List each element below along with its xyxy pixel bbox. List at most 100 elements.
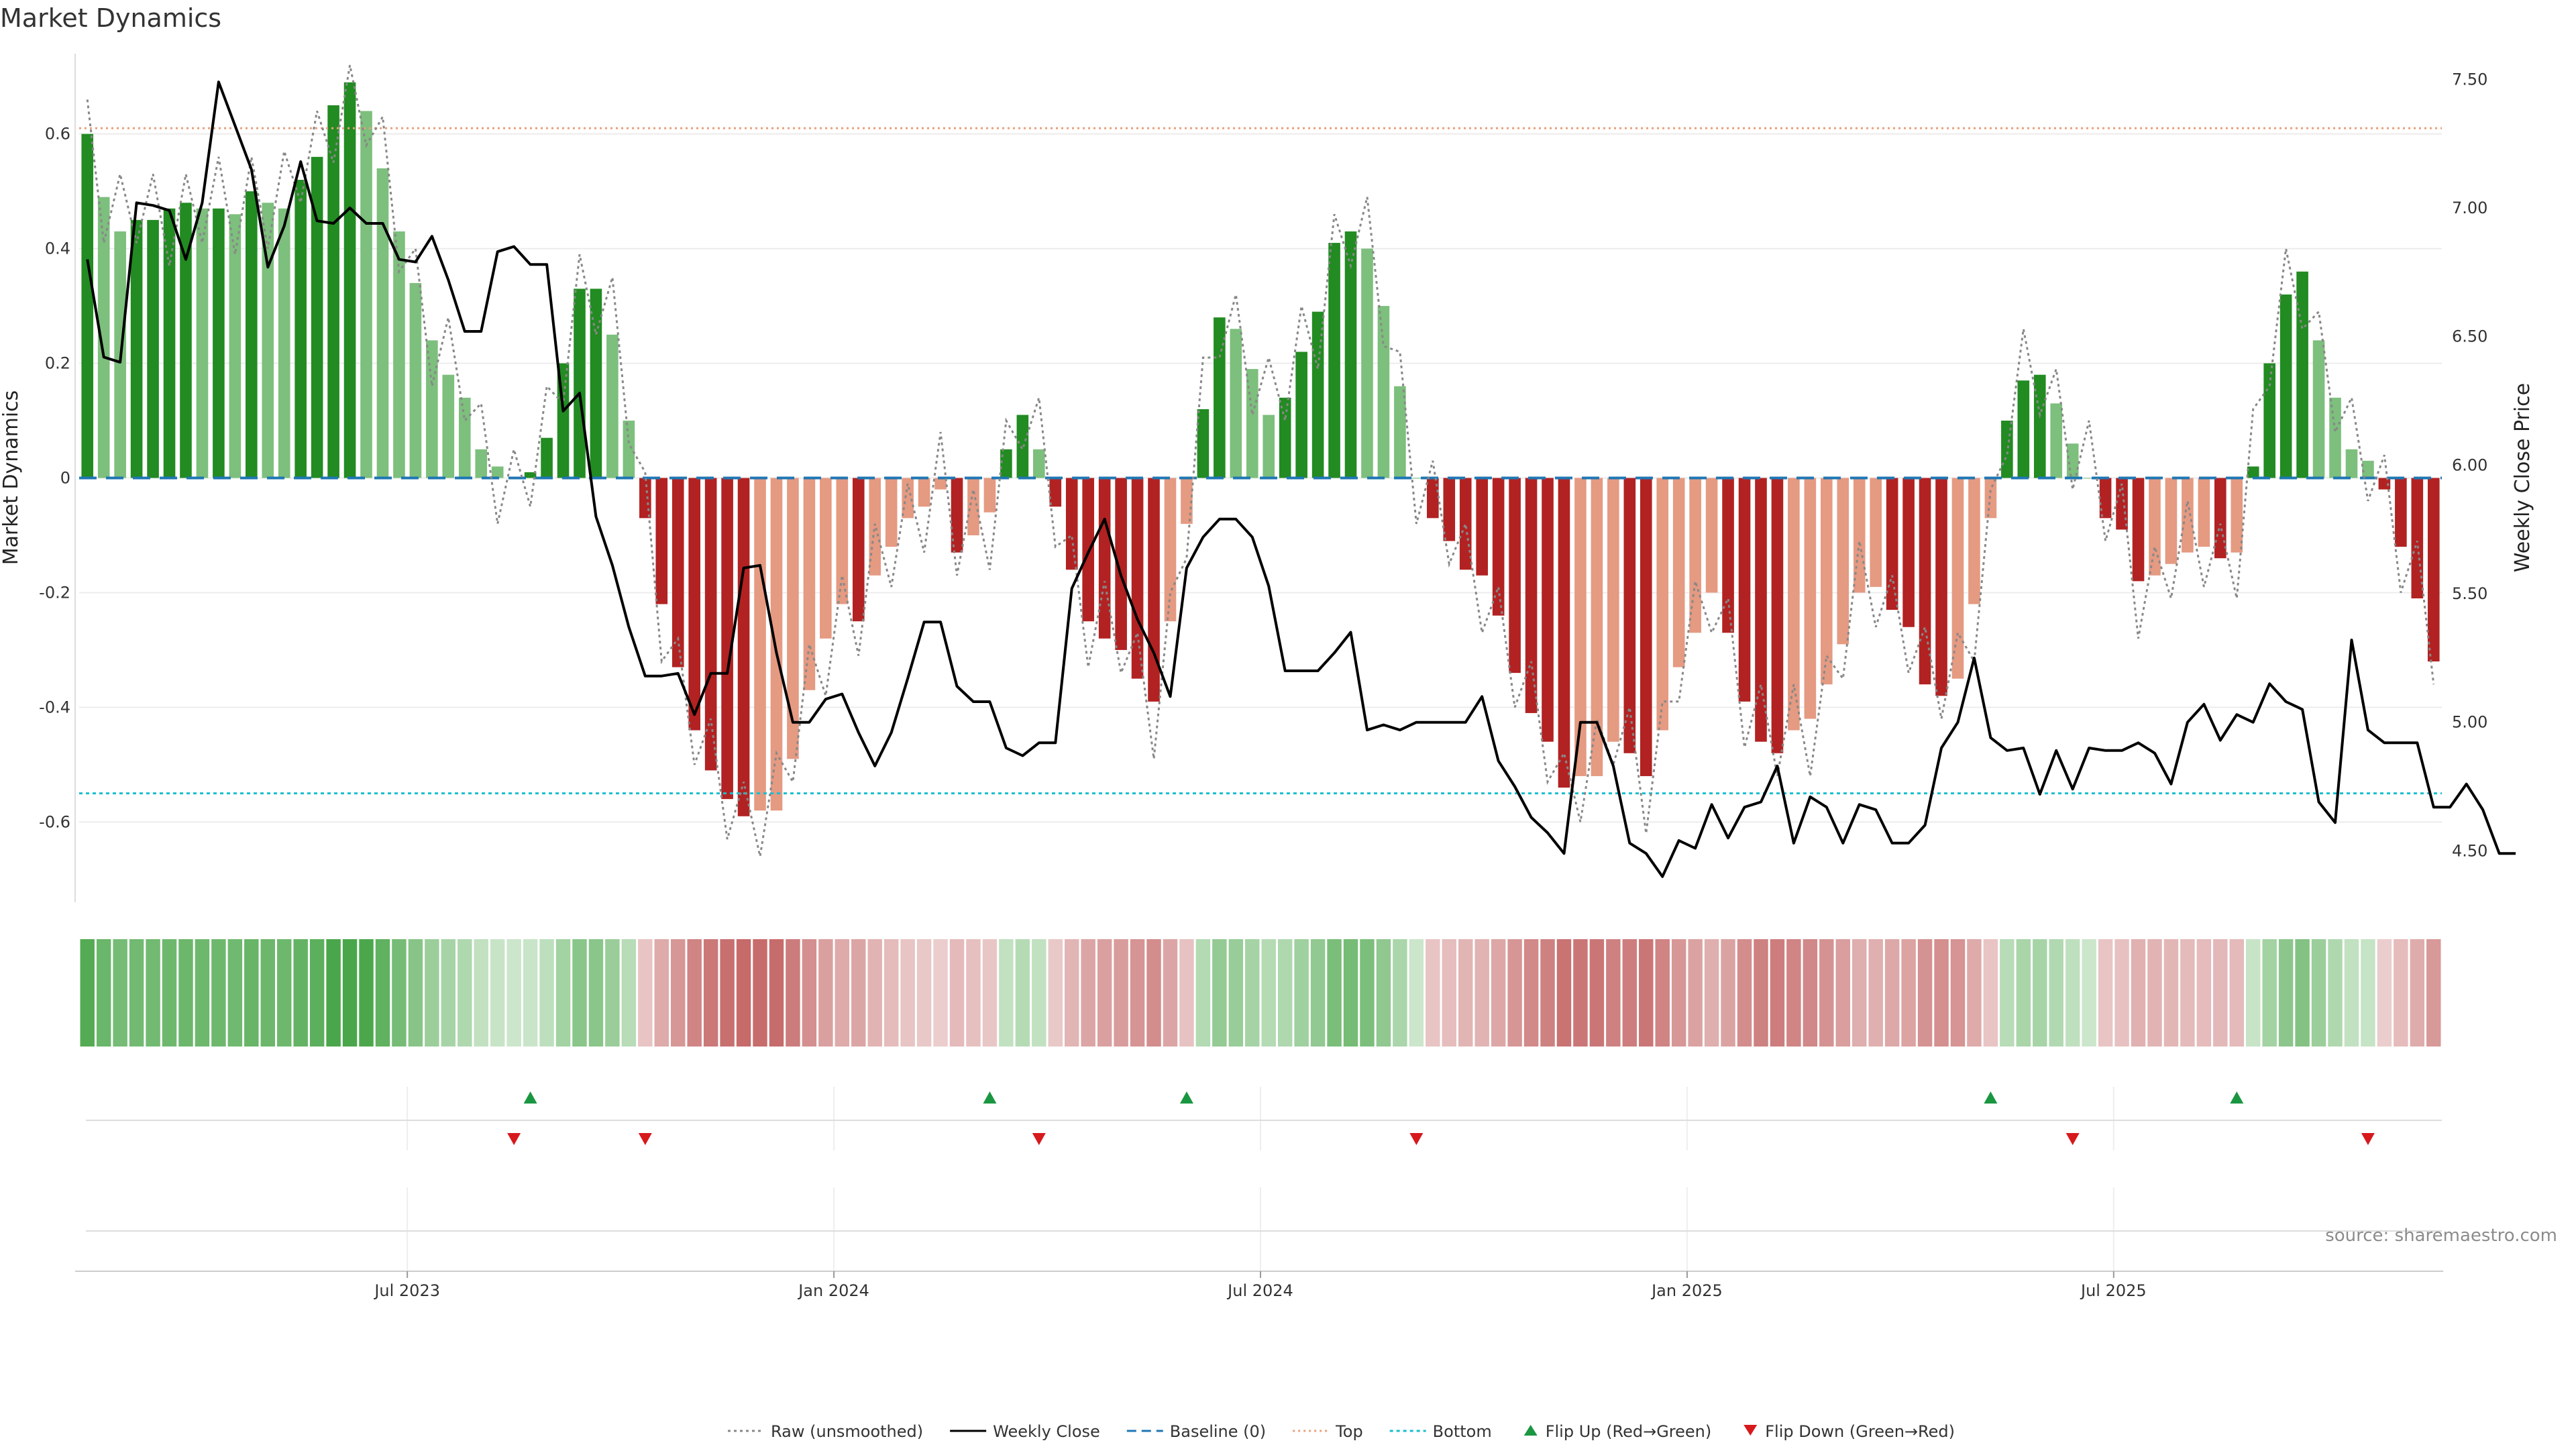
- dynamics-bar: [2263, 363, 2275, 478]
- dynamics-bar: [2345, 449, 2358, 478]
- regime-strip-cell: [736, 939, 751, 1046]
- dynamics-bar: [885, 478, 898, 547]
- dynamics-bar: [1722, 478, 1734, 633]
- regime-strip-cell: [2426, 939, 2441, 1046]
- dynamics-bar: [229, 214, 241, 478]
- flip-down-legend-icon: [1743, 1425, 1758, 1436]
- dynamics-bar: [1968, 478, 1980, 604]
- x-tick-label: Jul 2023: [373, 1281, 440, 1300]
- regime-strip-cell: [1852, 939, 1867, 1046]
- dynamics-bar: [1098, 478, 1111, 639]
- dynamics-bar: [1263, 415, 1275, 478]
- regime-strip-cell: [835, 939, 850, 1046]
- dynamics-bar: [918, 478, 930, 507]
- dynamics-bar: [130, 219, 143, 478]
- dynamics-bar: [934, 478, 947, 490]
- dynamics-bar: [2198, 478, 2210, 547]
- regime-strip-cell: [1868, 939, 1883, 1046]
- dynamics-bar: [1837, 478, 1849, 645]
- dynamics-bar: [1459, 478, 1472, 570]
- regime-strip-cell: [1671, 939, 1686, 1046]
- regime-strip-cell: [572, 939, 587, 1046]
- dynamics-bar: [1853, 478, 1866, 593]
- y2-tick-label: 6.50: [2452, 327, 2487, 346]
- regime-strip-cell: [1212, 939, 1227, 1046]
- dynamics-bar: [376, 168, 389, 478]
- regime-strip-cell: [441, 939, 456, 1046]
- y2-tick-label: 5.50: [2452, 584, 2487, 603]
- dynamics-bar: [81, 133, 94, 478]
- dynamics-bar: [737, 478, 750, 816]
- dynamics-bar: [163, 208, 176, 478]
- dynamics-bar: [1935, 478, 1947, 696]
- dynamics-bar: [2149, 478, 2161, 576]
- dynamics-bar: [180, 203, 192, 478]
- regime-strip-cell: [1261, 939, 1276, 1046]
- dynamics-bar: [787, 478, 799, 759]
- y-tick-label: 0.2: [45, 354, 70, 373]
- flip-down-marker: [2361, 1133, 2375, 1145]
- regime-strip-cell: [2344, 939, 2359, 1046]
- dynamics-bar: [2099, 478, 2112, 519]
- regime-strip-cell: [2114, 939, 2129, 1046]
- dynamics-bar: [2017, 380, 2030, 478]
- regime-strip-cell: [1934, 939, 1949, 1046]
- dynamics-bar: [1771, 478, 1784, 753]
- regime-strip-cell: [408, 939, 423, 1046]
- regime-strip-cell: [802, 939, 817, 1046]
- dynamics-bar: [2411, 478, 2424, 598]
- dynamics-bar: [426, 340, 438, 478]
- regime-strip-cell: [982, 939, 998, 1046]
- regime-strip-cell: [2147, 939, 2162, 1046]
- dynamics-bar: [1181, 478, 1193, 524]
- legend-label: Raw (unsmoothed): [771, 1422, 923, 1441]
- dynamics-bar: [1738, 478, 1751, 702]
- source-note: source: sharemaestro.com: [2325, 1226, 2557, 1246]
- regime-strip-cell: [1360, 939, 1375, 1046]
- regime-strip-cell: [227, 939, 243, 1046]
- dynamics-bar: [2362, 460, 2374, 478]
- legend-item: Flip Down (Green→Red): [1743, 1422, 1955, 1441]
- dynamics-bar: [294, 180, 307, 478]
- x-tick-label: Jan 2025: [1650, 1281, 1723, 1300]
- dynamics-bar: [1311, 311, 1324, 478]
- regime-strip-cell: [146, 939, 160, 1046]
- y-tick-label: -0.6: [39, 812, 70, 831]
- regime-strip-cell: [999, 939, 1014, 1046]
- dynamics-bar: [1427, 478, 1439, 519]
- legend-item: Bottom: [1389, 1422, 1492, 1441]
- dynamics-bar: [1755, 478, 1767, 742]
- dynamics-bar: [262, 203, 274, 478]
- flip-down-marker: [1032, 1133, 1046, 1145]
- regime-strip-cell: [621, 939, 637, 1046]
- regime-strip-cell: [539, 939, 554, 1046]
- regime-strip-cell: [2311, 939, 2326, 1046]
- legend-label: Bottom: [1433, 1422, 1492, 1441]
- dynamics-bar: [491, 466, 504, 478]
- dynamics-bar: [639, 478, 651, 519]
- y2-tick-label: 7.00: [2452, 199, 2487, 217]
- regime-strip-cell: [1048, 939, 1063, 1046]
- regime-strip-cell: [1327, 939, 1342, 1046]
- dynamics-bar: [1558, 478, 1570, 788]
- regime-strip-cell: [1606, 939, 1621, 1046]
- dynamics-bar: [754, 478, 766, 811]
- dynamics-bar: [327, 105, 339, 478]
- dynamics-bar: [1607, 478, 1619, 742]
- dynamics-bar: [2247, 466, 2259, 478]
- regime-strip-cell: [1688, 939, 1703, 1046]
- regime-strip-cell: [1573, 939, 1588, 1046]
- regime-strip-cell: [178, 939, 193, 1046]
- regime-strip-cell: [1589, 939, 1605, 1046]
- dynamics-bar: [524, 472, 537, 478]
- dynamics-bar: [458, 397, 471, 478]
- dynamics-bar: [1804, 478, 1817, 719]
- dynamics-bar: [1033, 449, 1045, 478]
- regime-strip-cell: [687, 939, 702, 1046]
- regime-strip-cell: [1015, 939, 1030, 1046]
- regime-strip-cell: [1655, 939, 1670, 1046]
- regime-strip-cell: [2262, 939, 2277, 1046]
- regime-strip-cell: [1343, 939, 1358, 1046]
- dynamics-bar: [1821, 478, 1833, 685]
- dynamics-bar: [2312, 340, 2325, 478]
